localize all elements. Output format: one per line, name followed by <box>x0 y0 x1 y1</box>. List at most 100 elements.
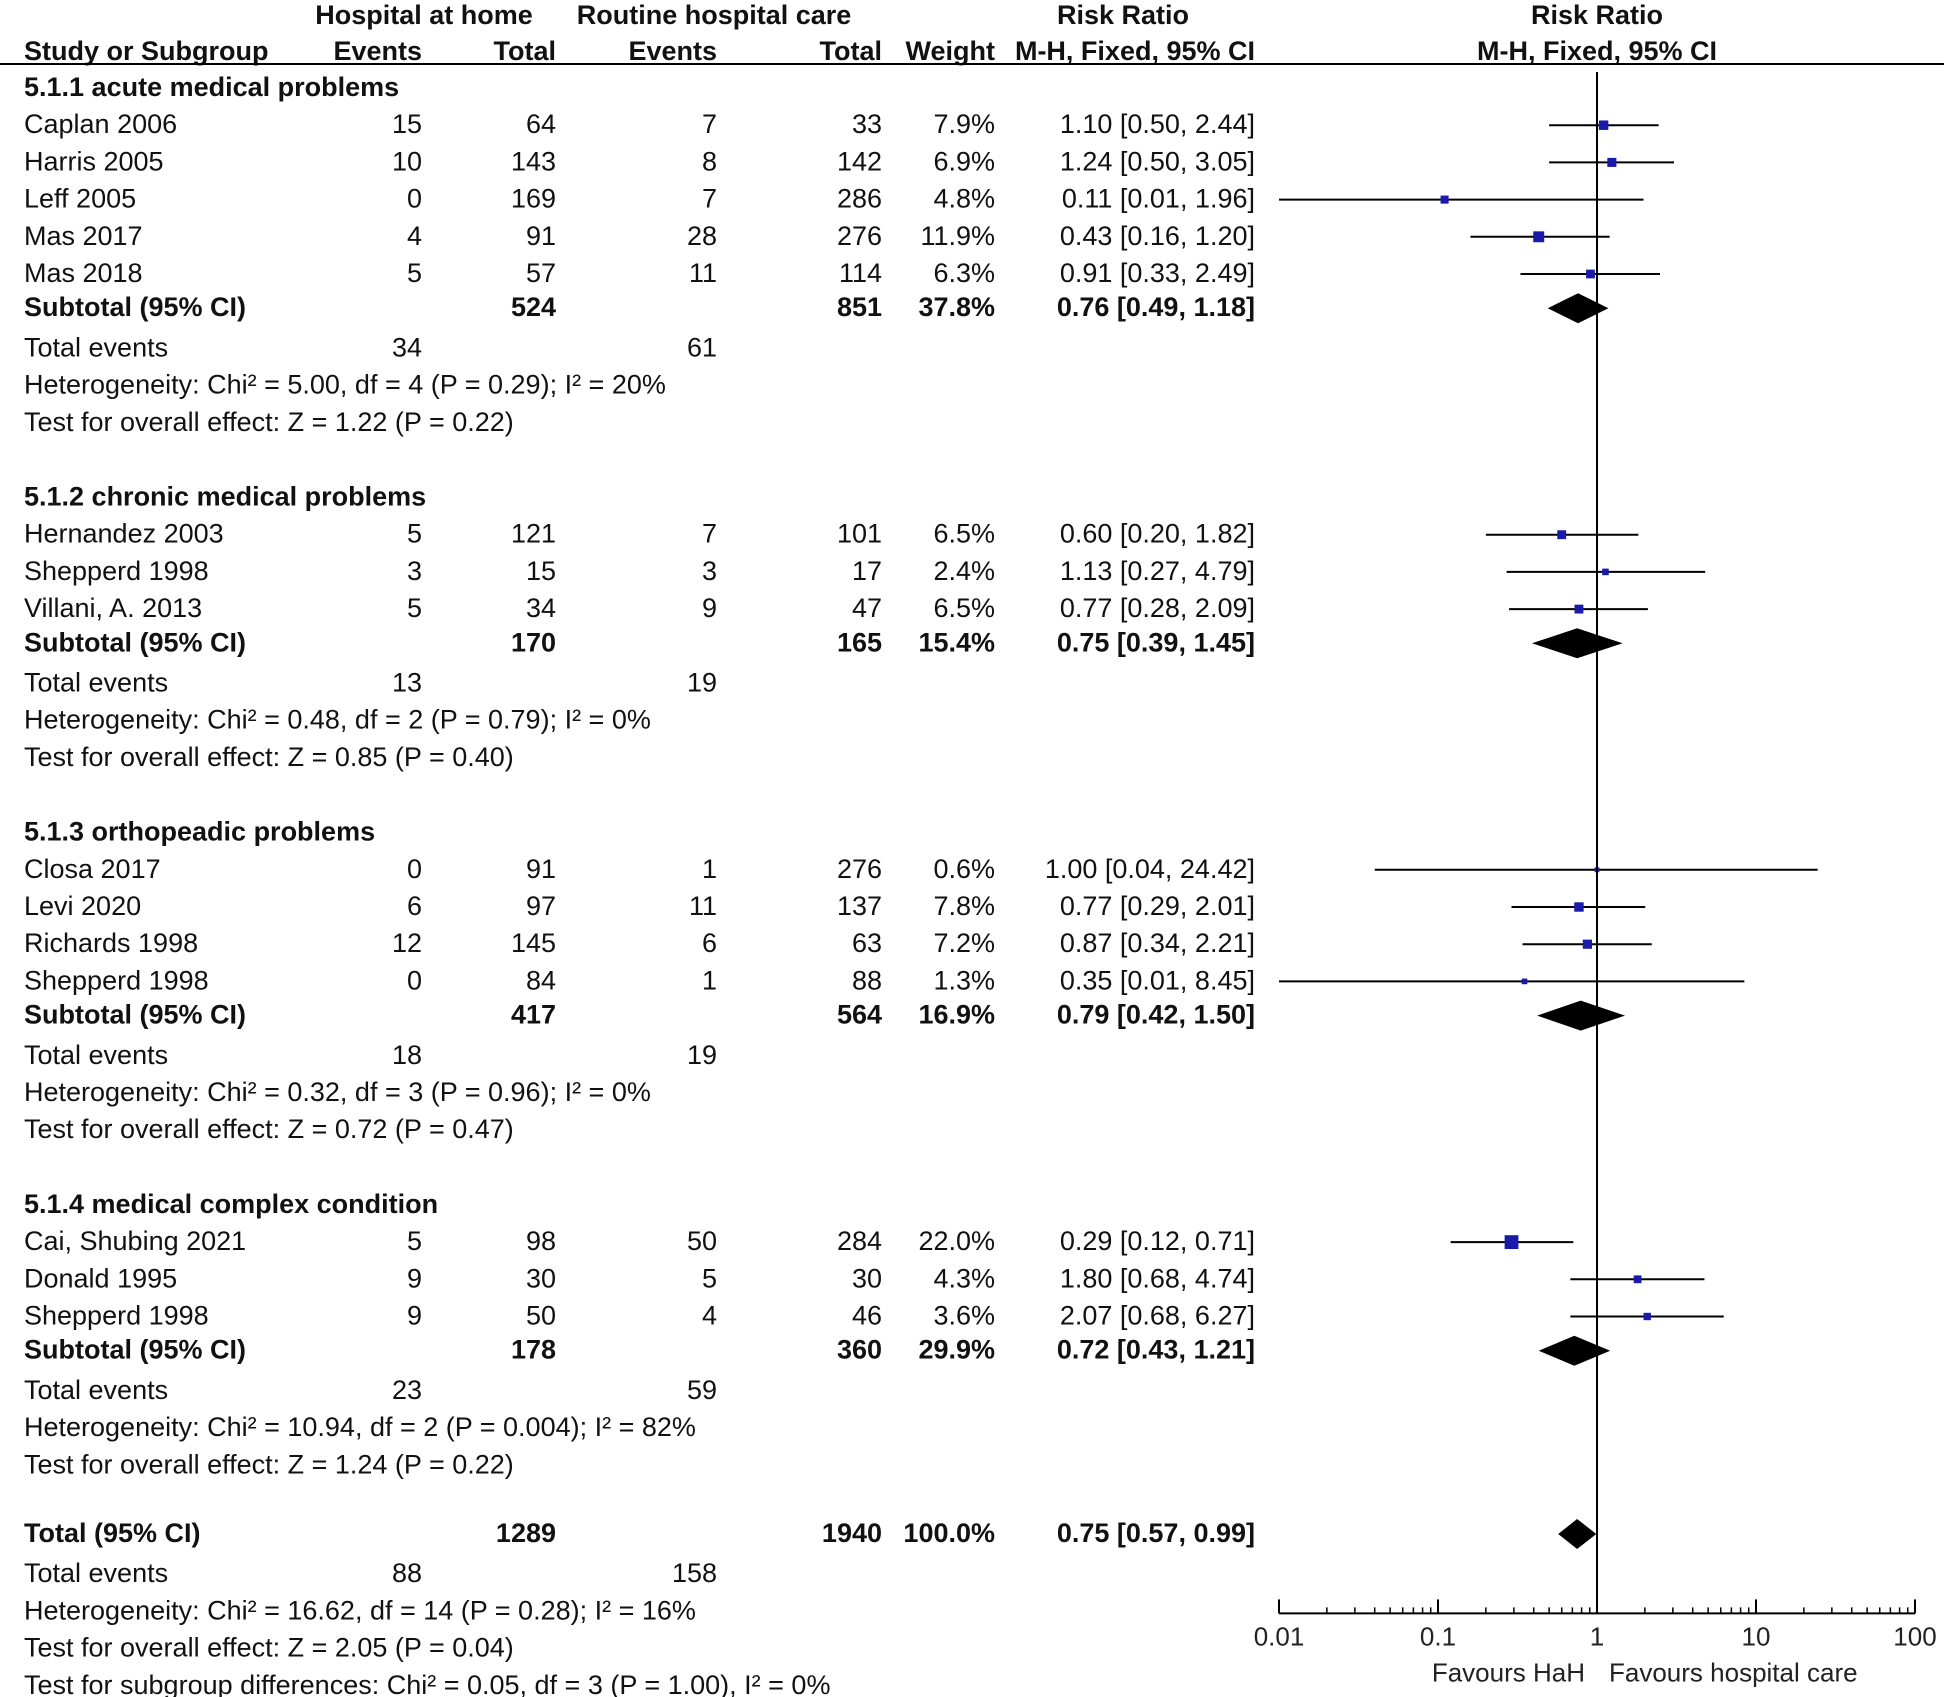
events-routine: 7 <box>702 184 717 214</box>
total-events-hah: 23 <box>392 1375 422 1405</box>
total-events-routine: 59 <box>687 1375 717 1405</box>
risk-ratio-ci: 0.91 [0.33, 2.49] <box>1060 258 1255 288</box>
total-diamond <box>1558 1519 1597 1549</box>
events-hah: 10 <box>392 146 422 176</box>
total-ci: 0.75 [0.57, 0.99] <box>1057 1518 1255 1548</box>
x-tick-label: 0.1 <box>1420 1621 1456 1651</box>
total-hah: 91 <box>526 221 556 251</box>
subtotal-ci: 0.79 [0.42, 1.50] <box>1057 1000 1255 1030</box>
total-events-hah: 34 <box>392 332 422 362</box>
subtotal-weight: 29.9% <box>918 1335 995 1365</box>
total-routine: 88 <box>852 965 882 995</box>
study-point <box>1602 568 1609 576</box>
events-routine: 11 <box>689 258 717 288</box>
subtotal-total-routine: 564 <box>837 1000 882 1030</box>
subgroup-label: 5.1.1 acute medical problems <box>24 72 399 102</box>
total-hah: 30 <box>526 1263 556 1293</box>
total-hah: 50 <box>526 1301 556 1331</box>
events-routine: 7 <box>702 109 717 139</box>
subtotal-diamond <box>1547 293 1609 324</box>
events-hah: 0 <box>407 965 422 995</box>
weight: 22.0% <box>918 1226 995 1256</box>
total-routine: 33 <box>852 109 882 139</box>
header-group1: Hospital at home <box>315 0 533 30</box>
total-routine: 137 <box>837 891 882 921</box>
risk-ratio-ci: 1.24 [0.50, 3.05] <box>1060 146 1255 176</box>
x-tick-label: 10 <box>1742 1621 1771 1651</box>
total-hah: 169 <box>511 184 556 214</box>
study-point <box>1557 530 1567 540</box>
subtotal-total-routine: 360 <box>837 1335 882 1365</box>
weight: 7.2% <box>933 928 995 958</box>
events-routine: 3 <box>702 556 717 586</box>
subtotal-label: Subtotal (95% CI) <box>24 292 246 322</box>
total-events-label: Total events <box>24 332 168 362</box>
events-hah: 5 <box>407 258 422 288</box>
study-point <box>1633 1275 1642 1284</box>
heterogeneity-text: Heterogeneity: Chi² = 0.32, df = 3 (P = … <box>24 1077 651 1107</box>
total-total-routine: 1940 <box>822 1518 882 1548</box>
study-point <box>1533 231 1545 243</box>
events-routine: 28 <box>687 221 717 251</box>
risk-ratio-ci: 0.43 [0.16, 1.20] <box>1060 221 1255 251</box>
total-weight: 100.0% <box>903 1518 995 1548</box>
total-routine: 101 <box>837 519 882 549</box>
total-routine: 286 <box>837 184 882 214</box>
header-study: Study or Subgroup <box>24 36 268 66</box>
header-total-2: Total <box>820 36 883 66</box>
subtotal-total-routine: 165 <box>837 627 882 657</box>
grand-total-events-label: Total events <box>24 1558 168 1588</box>
weight: 11.9% <box>920 221 995 251</box>
weight: 4.8% <box>933 184 995 214</box>
study-point <box>1574 902 1584 912</box>
subtotal-weight: 16.9% <box>918 1000 995 1030</box>
total-events-routine: 61 <box>687 332 717 362</box>
study-name: Shepperd 1998 <box>24 1301 209 1331</box>
subtotal-weight: 37.8% <box>918 292 995 322</box>
study-name: Harris 2005 <box>24 146 164 176</box>
subtotal-label: Subtotal (95% CI) <box>24 1000 246 1030</box>
subtotal-diamond <box>1531 628 1623 659</box>
events-hah: 9 <box>407 1263 422 1293</box>
events-routine: 5 <box>702 1263 717 1293</box>
events-hah: 3 <box>407 556 422 586</box>
risk-ratio-ci: 2.07 [0.68, 6.27] <box>1060 1301 1255 1331</box>
weight: 6.5% <box>933 593 995 623</box>
total-routine: 17 <box>852 556 882 586</box>
events-hah: 9 <box>407 1301 422 1331</box>
subgroup-label: 5.1.3 orthopeadic problems <box>24 817 375 847</box>
events-routine: 4 <box>702 1301 717 1331</box>
risk-ratio-ci: 0.35 [0.01, 8.45] <box>1060 965 1255 995</box>
total-hah: 34 <box>526 593 556 623</box>
risk-ratio-ci: 0.11 [0.01, 1.96] <box>1062 184 1255 214</box>
total-total-hah: 1289 <box>496 1518 556 1548</box>
total-hah: 64 <box>526 109 556 139</box>
weight: 7.8% <box>933 891 995 921</box>
risk-ratio-ci: 0.60 [0.20, 1.82] <box>1060 519 1255 549</box>
heterogeneity-text: Heterogeneity: Chi² = 10.94, df = 2 (P =… <box>24 1412 696 1442</box>
x-tick-label: 0.01 <box>1254 1621 1305 1651</box>
header-events-1: Events <box>333 36 422 66</box>
total-routine: 46 <box>852 1301 882 1331</box>
subgroup-label: 5.1.2 chronic medical problems <box>24 482 426 512</box>
total-hah: 57 <box>526 258 556 288</box>
events-routine: 11 <box>689 891 717 921</box>
subtotal-label: Subtotal (95% CI) <box>24 627 246 657</box>
total-events-label: Total events <box>24 1375 168 1405</box>
grand-total-events-routine: 158 <box>672 1558 717 1588</box>
events-routine: 50 <box>687 1226 717 1256</box>
study-point <box>1521 978 1528 985</box>
study-point <box>1504 1235 1519 1249</box>
total-label: Total (95% CI) <box>24 1518 201 1548</box>
events-hah: 5 <box>407 1226 422 1256</box>
total-routine: 276 <box>837 854 882 884</box>
events-routine: 1 <box>702 965 717 995</box>
grand-heterogeneity-text: Heterogeneity: Chi² = 16.62, df = 14 (P … <box>24 1595 696 1625</box>
total-routine: 47 <box>852 593 882 623</box>
events-hah: 6 <box>407 891 422 921</box>
subtotal-total-hah: 524 <box>511 292 556 322</box>
weight: 3.6% <box>933 1301 995 1331</box>
study-point <box>1440 195 1449 204</box>
subtotal-weight: 15.4% <box>918 627 995 657</box>
